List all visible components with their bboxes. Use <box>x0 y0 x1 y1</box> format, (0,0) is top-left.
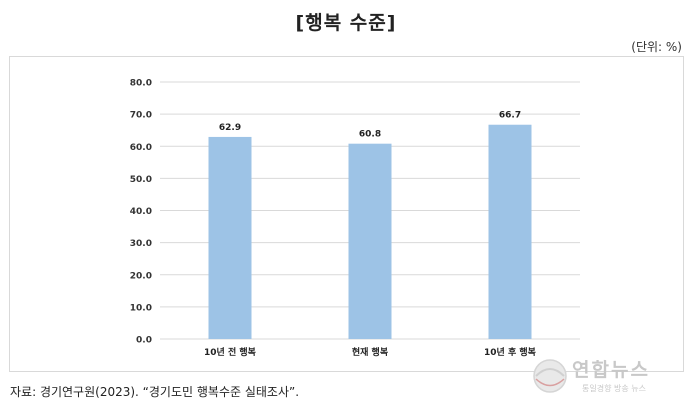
bar <box>488 124 532 339</box>
watermark-logo-subtitle: 통일경향 방송 뉴스 <box>582 384 646 393</box>
data-label: 66.7 <box>499 111 521 121</box>
x-tick-label: 10년 후 행복 <box>484 346 536 358</box>
chart-canvas: 0.0 10.0 20.0 30.0 40.0 50.0 60.0 70.0 80.0 62.9 1… <box>130 79 580 358</box>
data-label: 60.8 <box>359 130 381 140</box>
data-label: 62.9 <box>219 123 241 133</box>
y-tick-label: 30.0 <box>130 239 152 249</box>
y-tick-label: 40.0 <box>130 207 152 217</box>
source-note: 자료: 경기연구원(2023). “경기도민 행복수준 실태조사”. <box>10 385 300 399</box>
bar-chart: 0.0 10.0 20.0 30.0 40.0 50.0 60.0 70.0 80.0 62.9 1… <box>9 56 684 372</box>
y-tick-label: 60.0 <box>130 143 152 153</box>
y-tick-label: 80.0 <box>130 79 152 89</box>
y-tick-label: 50.0 <box>130 175 152 185</box>
x-tick-label: 10년 전 행복 <box>204 346 256 358</box>
y-tick-label: 10.0 <box>130 303 152 313</box>
y-tick-label: 0.0 <box>136 336 152 346</box>
bar <box>348 143 392 339</box>
watermark-logo-text: 연합뉴스 <box>572 359 650 381</box>
unit-label: (단위: %) <box>631 40 682 54</box>
page-title: [행복 수준] <box>295 12 397 34</box>
bar <box>208 136 252 339</box>
watermark-logo <box>533 359 567 393</box>
y-tick-label: 70.0 <box>130 111 152 121</box>
y-tick-label: 20.0 <box>130 271 152 281</box>
x-tick-label: 현재 행복 <box>352 346 388 358</box>
